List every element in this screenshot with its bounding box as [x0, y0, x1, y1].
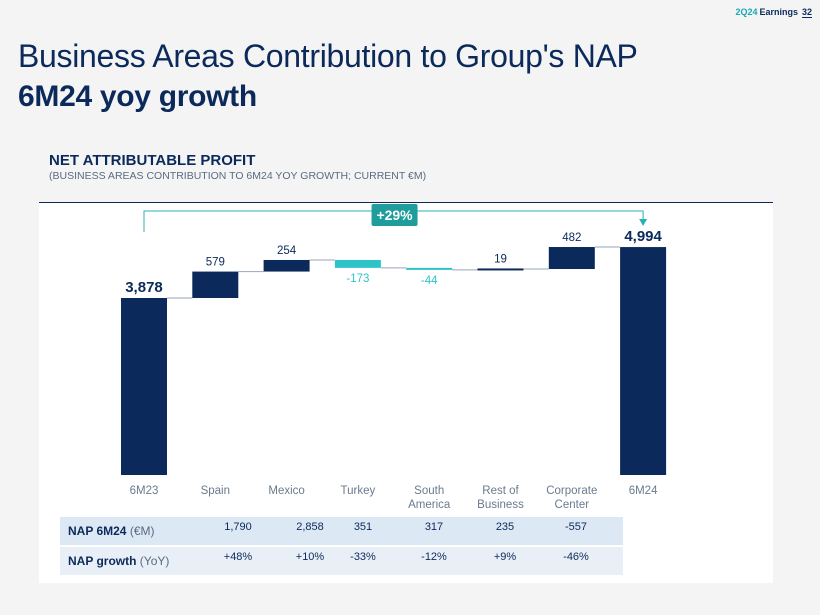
- data-label: 254: [277, 245, 297, 257]
- bar-rest-of-business: [477, 268, 524, 271]
- growth-label: +29%: [376, 207, 413, 223]
- table-cell: -33%: [350, 551, 376, 563]
- table-cell: 2,858: [296, 521, 324, 533]
- category-label: Rest of: [482, 485, 519, 497]
- table-cell: 235: [495, 521, 515, 533]
- page-subtitle: 6M24 yoy growth: [18, 80, 257, 113]
- data-label: 4,994: [624, 228, 662, 245]
- growth-badge: [371, 204, 418, 226]
- data-label: 3,878: [125, 279, 163, 296]
- bar-turkey: [334, 259, 381, 268]
- page-header: 2Q24 Earnings 32: [735, 7, 812, 18]
- bar-corporate-center: [548, 247, 595, 270]
- category-label: America: [408, 499, 451, 511]
- section-title: NET ATTRIBUTABLE PROFIT: [49, 152, 256, 169]
- table-cell: 351: [353, 521, 373, 533]
- bar-south-america: [406, 267, 453, 270]
- page-title: Business Areas Contribution to Group's N…: [18, 38, 638, 74]
- page-number: 32: [801, 7, 812, 18]
- category-label: South: [414, 485, 444, 497]
- data-table: NAP 6M24 (€M) 1,790 2,858 351 317 235 -5…: [60, 517, 623, 575]
- table-cell: -12%: [421, 551, 447, 563]
- table-cell: 317: [424, 521, 444, 533]
- data-label: 482: [562, 232, 581, 244]
- category-label: 6M23: [130, 485, 159, 497]
- data-label: -44: [421, 275, 438, 287]
- table-cell: +9%: [493, 551, 517, 563]
- table-row-nap: NAP 6M24 (€M) 1,790 2,858 351 317 235 -5…: [60, 517, 623, 545]
- category-label: Turkey: [341, 485, 376, 497]
- category-label: Business: [477, 499, 524, 511]
- data-label: -173: [346, 273, 369, 285]
- bar-spain: [192, 271, 239, 298]
- data-label: 579: [206, 257, 225, 269]
- table-row-growth: NAP growth (YoY) +48% +10% -33% -12% +9%…: [60, 547, 623, 575]
- header-quarter: 2Q24: [735, 7, 758, 17]
- bar-6m24: [620, 247, 667, 475]
- category-label: Spain: [201, 485, 230, 497]
- table-cell: +48%: [223, 551, 253, 563]
- section-subtitle: (BUSINESS AREAS CONTRIBUTION TO 6M24 YOY…: [49, 170, 427, 182]
- table-cell: 1,790: [224, 521, 252, 533]
- row-label-growth: NAP growth (YoY): [68, 554, 170, 568]
- category-label: 6M24: [629, 485, 658, 497]
- category-label: Center: [555, 499, 590, 511]
- table-cell: -557: [564, 521, 588, 533]
- row-label-nap: NAP 6M24 (€M): [68, 524, 155, 538]
- bar-mexico: [263, 259, 310, 272]
- category-label: Mexico: [268, 485, 304, 497]
- table-cell: -46%: [563, 551, 589, 563]
- bar-6m23: [121, 298, 167, 475]
- category-label: Corporate: [546, 485, 597, 497]
- data-label: 19: [494, 253, 507, 265]
- header-label: Earnings: [759, 7, 798, 17]
- table-cell: +10%: [295, 551, 325, 563]
- growth-arrow-icon: [639, 219, 648, 226]
